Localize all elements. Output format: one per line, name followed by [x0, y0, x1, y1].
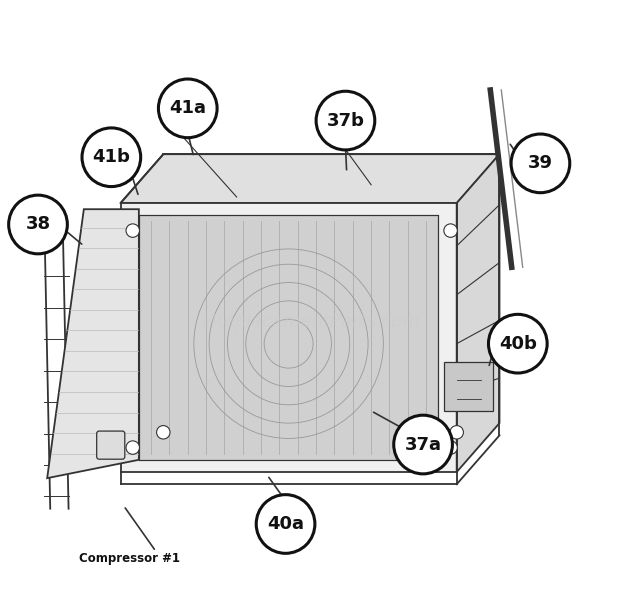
Circle shape [82, 128, 141, 187]
Text: eReplacementParts.com: eReplacementParts.com [200, 313, 420, 332]
Polygon shape [120, 203, 457, 472]
Circle shape [489, 314, 547, 373]
Polygon shape [120, 154, 500, 203]
Text: 39: 39 [528, 154, 553, 173]
Circle shape [316, 91, 374, 150]
Circle shape [9, 195, 68, 254]
Text: 41b: 41b [92, 148, 130, 166]
Text: 40b: 40b [499, 335, 537, 352]
Circle shape [444, 441, 458, 454]
Circle shape [157, 426, 170, 439]
Polygon shape [47, 209, 139, 478]
FancyBboxPatch shape [97, 431, 125, 459]
Circle shape [450, 426, 463, 439]
Text: 38: 38 [25, 216, 51, 233]
Circle shape [159, 79, 217, 138]
Circle shape [511, 134, 570, 193]
Circle shape [394, 415, 453, 474]
Circle shape [256, 495, 315, 553]
Circle shape [126, 441, 140, 454]
Polygon shape [139, 216, 438, 460]
Text: 37a: 37a [405, 435, 441, 454]
Text: Compressor #1: Compressor #1 [79, 553, 180, 565]
Text: 40a: 40a [267, 515, 304, 533]
Polygon shape [445, 362, 494, 411]
Text: 37b: 37b [327, 112, 365, 130]
Text: 41a: 41a [169, 99, 206, 117]
Circle shape [444, 224, 458, 238]
Circle shape [126, 224, 140, 238]
Polygon shape [457, 154, 500, 472]
